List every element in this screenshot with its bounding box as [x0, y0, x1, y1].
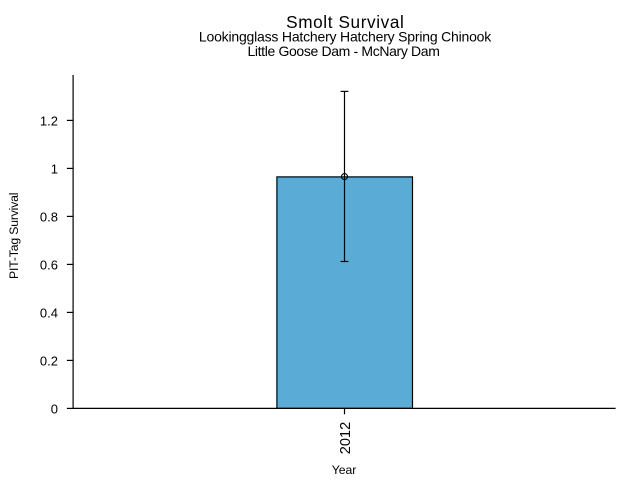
svg-text:0.4: 0.4 — [40, 306, 58, 321]
svg-text:0.8: 0.8 — [40, 210, 58, 225]
svg-text:Lookingglass Hatchery Hatchery: Lookingglass Hatchery Hatchery Spring Ch… — [199, 29, 492, 45]
svg-text:Smolt Survival: Smolt Survival — [286, 12, 404, 32]
svg-text:0: 0 — [51, 402, 58, 417]
svg-text:2012: 2012 — [338, 422, 354, 454]
svg-text:Year: Year — [332, 463, 357, 477]
svg-text:Little Goose Dam - McNary Dam: Little Goose Dam - McNary Dam — [247, 43, 439, 59]
svg-text:1.2: 1.2 — [40, 114, 58, 129]
svg-text:PIT-Tag Survival: PIT-Tag Survival — [7, 193, 21, 279]
svg-text:0.6: 0.6 — [40, 258, 58, 273]
svg-text:1: 1 — [51, 162, 58, 177]
svg-text:0.2: 0.2 — [40, 354, 58, 369]
